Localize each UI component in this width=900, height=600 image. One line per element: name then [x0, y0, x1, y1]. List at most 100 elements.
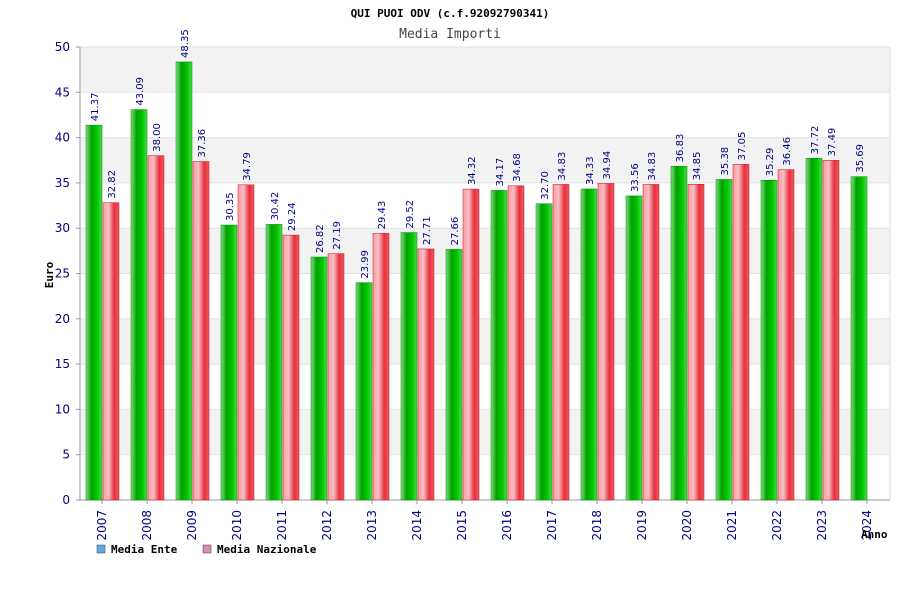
value-label: 33.56 [630, 163, 641, 192]
x-tick-label: 2007 [95, 510, 109, 541]
y-tick-label: 45 [55, 85, 70, 99]
grid-band [80, 137, 890, 183]
legend-label: Media Ente [111, 543, 178, 556]
value-label: 36.46 [782, 137, 793, 166]
y-tick-label: 25 [55, 267, 70, 281]
bar-media-ente [265, 224, 283, 501]
value-label: 35.69 [855, 144, 866, 173]
value-label: 34.83 [647, 152, 658, 181]
value-label: 32.70 [540, 171, 551, 200]
x-tick-label: 2008 [140, 510, 154, 541]
y-tick-label: 5 [62, 448, 70, 462]
bar-media-nazionale [642, 184, 660, 501]
x-tick-label: 2017 [545, 510, 559, 541]
grid-band [80, 318, 890, 365]
value-label: 34.85 [692, 152, 703, 181]
value-label: 32.82 [107, 170, 118, 199]
x-tick-label: 2013 [365, 510, 379, 541]
bar-media-nazionale [192, 161, 210, 501]
value-label: 36.83 [675, 134, 686, 163]
bar-media-nazionale [102, 202, 120, 501]
bar-media-nazionale [372, 233, 390, 501]
grid-band [80, 454, 890, 500]
bar-media-ente [490, 190, 508, 501]
grid-bands [80, 47, 890, 500]
x-axis-ticks: 2007 2008 2009 2010 2011 2012 2013 2014 2015 2016… [95, 500, 874, 541]
bar-media-nazionale [507, 185, 525, 501]
x-tick-label: 2016 [500, 510, 514, 541]
bar-media-nazionale [327, 253, 345, 501]
value-label: 48.35 [180, 29, 191, 58]
x-axis-label: Anno [861, 528, 888, 541]
bar-media-nazionale [822, 160, 840, 501]
value-label: 34.79 [242, 152, 253, 181]
x-tick-label: 2018 [590, 510, 604, 541]
bar-media-ente [625, 195, 643, 501]
bar-media-nazionale [237, 184, 255, 501]
bar-media-nazionale [417, 248, 435, 501]
value-label: 37.05 [737, 132, 748, 161]
bar-media-ente [535, 203, 553, 501]
bar-media-ente [715, 179, 733, 501]
legend-swatch [202, 544, 212, 554]
value-label: 34.17 [495, 158, 506, 187]
grid-band [80, 409, 890, 455]
x-tick-label: 2011 [275, 510, 289, 541]
bar-media-ente [400, 232, 418, 501]
x-tick-label: 2009 [185, 510, 199, 541]
value-label: 34.94 [602, 151, 613, 180]
value-label: 29.52 [405, 200, 416, 229]
x-tick-label: 2024 [860, 510, 874, 541]
bar-media-ente [175, 61, 193, 501]
value-label: 35.38 [720, 147, 731, 176]
bar-media-nazionale [282, 234, 300, 501]
value-label: 34.33 [585, 156, 596, 185]
bar-media-ente [355, 282, 373, 501]
value-label: 23.99 [360, 250, 371, 279]
x-tick-label: 2014 [410, 510, 424, 541]
value-label: 37.36 [197, 129, 208, 158]
legend-swatch [96, 544, 106, 554]
grid-lines [79, 46, 891, 501]
y-tick-label: 35 [55, 176, 70, 190]
grid-band [80, 273, 890, 319]
x-tick-label: 2019 [635, 510, 649, 541]
chart-subtitle: Media Importi [399, 27, 501, 42]
value-labels: 41.37 32.82 43.09 38.00 48.35 37.36 30.35 34.79… [90, 29, 866, 278]
value-label: 37.72 [810, 126, 821, 155]
y-tick-label: 30 [55, 221, 70, 235]
value-label: 26.82 [315, 224, 326, 253]
value-label: 29.43 [377, 201, 388, 230]
bar-media-nazionale [732, 164, 750, 501]
value-label: 29.24 [287, 202, 298, 231]
value-label: 43.09 [135, 77, 146, 106]
value-label: 38.00 [152, 123, 163, 152]
y-axis-label: Euro [43, 261, 56, 288]
bar-media-ente [310, 256, 328, 501]
value-label: 27.71 [422, 216, 433, 245]
chart-title: QUI PUOI ODV (c.f.92092790341) [351, 7, 550, 20]
y-tick-label: 0 [62, 493, 70, 507]
bar-media-ente [850, 176, 868, 501]
bar-media-ente [130, 109, 148, 501]
value-label: 41.37 [90, 93, 101, 122]
y-tick-label: 40 [55, 131, 70, 145]
value-label: 27.19 [332, 221, 343, 250]
value-label: 30.42 [270, 192, 281, 221]
legend-label: Media Nazionale [217, 543, 317, 556]
bars [85, 61, 868, 501]
bar-media-ente [580, 188, 598, 501]
bar-media-nazionale [147, 155, 165, 501]
bar-media-nazionale [687, 184, 705, 501]
value-label: 35.29 [765, 148, 776, 177]
y-tick-label: 10 [55, 402, 70, 416]
x-tick-label: 2022 [770, 510, 784, 541]
bar-media-nazionale [597, 183, 615, 501]
legend: Media Ente Media Nazionale [96, 543, 317, 556]
bar-media-nazionale [777, 169, 795, 501]
bar-media-ente [445, 249, 463, 501]
x-tick-label: 2023 [815, 510, 829, 541]
value-label: 37.49 [827, 128, 838, 157]
bar-media-ente [220, 224, 238, 501]
